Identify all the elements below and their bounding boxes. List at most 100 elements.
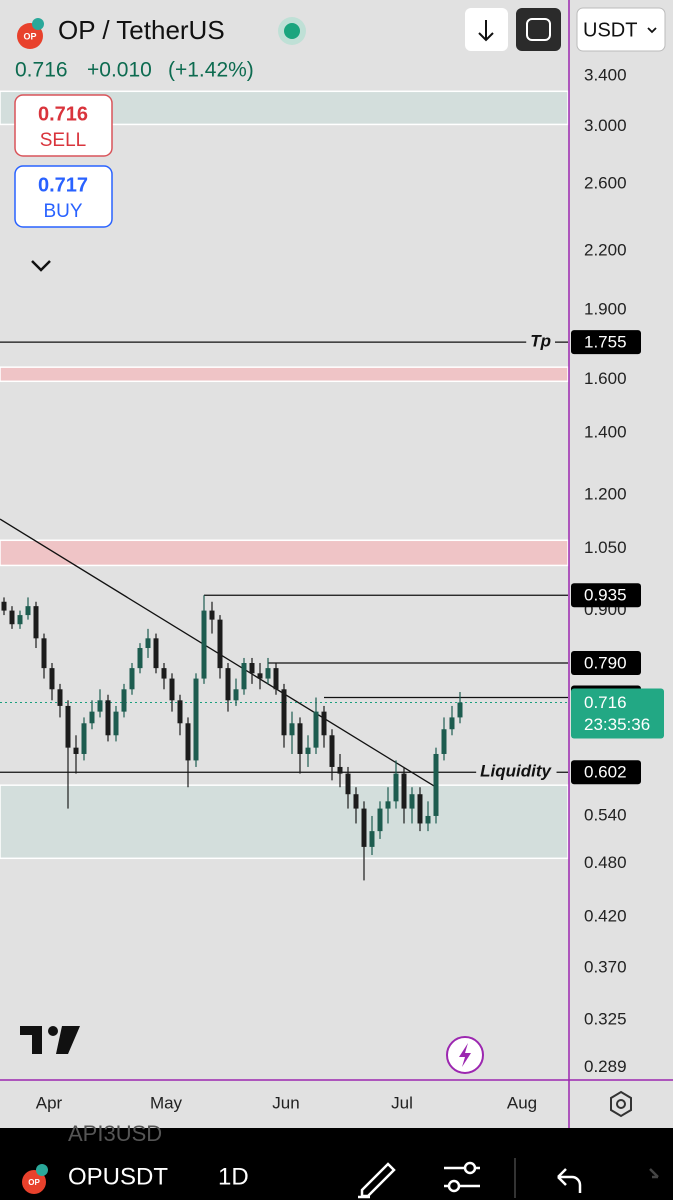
- candle-body: [457, 702, 463, 718]
- candle-body: [81, 723, 87, 754]
- tv-logo: [56, 1026, 80, 1054]
- y-tick-label: 1.600: [584, 369, 627, 388]
- y-tick-label: 0.289: [584, 1057, 627, 1076]
- level-price-label: 0.935: [584, 586, 627, 605]
- logo-text: OP: [28, 1178, 40, 1187]
- fullscreen-button[interactable]: [516, 8, 561, 51]
- countdown: 23:35:36: [584, 715, 650, 734]
- candle-body: [433, 753, 439, 816]
- indicators-tool: [447, 1179, 461, 1193]
- candle-body: [169, 678, 175, 701]
- settings-button[interactable]: [610, 1090, 632, 1118]
- candle-body: [249, 663, 255, 674]
- level-name-bg: [526, 331, 555, 351]
- candle-body: [233, 689, 239, 701]
- download-icon: [478, 20, 494, 42]
- x-tick-label: May: [150, 1093, 183, 1112]
- level-price-box: [571, 330, 641, 355]
- candle-body: [33, 606, 39, 639]
- currency-select[interactable]: [576, 7, 666, 52]
- candle-body: [145, 638, 151, 649]
- currency-label: USDT: [583, 19, 637, 41]
- last-price: 0.716: [15, 59, 68, 82]
- y-tick-label: 1.400: [584, 422, 627, 441]
- toolbar-logo-badge: [36, 1164, 48, 1176]
- level-name-bg: [476, 761, 557, 781]
- candle-body: [257, 673, 263, 679]
- candle-body: [209, 610, 215, 620]
- candle-body: [137, 648, 143, 669]
- candle-body: [401, 773, 407, 809]
- candle-body: [57, 689, 63, 706]
- candle-body: [313, 711, 319, 748]
- x-tick-label: Apr: [36, 1093, 63, 1112]
- last-price-box: [571, 688, 664, 739]
- candle-body: [361, 808, 367, 847]
- toolbar-symbol[interactable]: OPUSDT: [68, 1163, 168, 1190]
- x-tick-label: Jun: [272, 1093, 299, 1112]
- toolbar-interval[interactable]: 1D: [218, 1163, 249, 1190]
- candle-body: [393, 773, 399, 802]
- price-zone: [0, 366, 569, 383]
- candle-body: [89, 711, 95, 724]
- candle-body: [129, 668, 135, 690]
- candle-body: [17, 615, 23, 625]
- candle-body: [369, 831, 375, 847]
- candle-body: [289, 723, 295, 736]
- candle-body: [417, 794, 423, 824]
- candle-body: [241, 663, 247, 690]
- level-name: Liquidity: [480, 762, 552, 781]
- candle-body: [41, 638, 47, 669]
- buy-button[interactable]: [14, 165, 113, 228]
- symbol-logo-badge: [32, 18, 44, 30]
- candle-body: [177, 700, 183, 724]
- undo-button[interactable]: [557, 1168, 582, 1193]
- candle-body: [185, 723, 191, 761]
- price-change: +0.010: [87, 59, 152, 82]
- sell-button[interactable]: [14, 94, 113, 157]
- x-tick-label: Aug: [507, 1093, 537, 1112]
- sell-price: 0.716: [38, 103, 88, 125]
- y-tick-label: 0.480: [584, 853, 627, 872]
- symbol-title[interactable]: OP / TetherUS: [58, 15, 225, 45]
- collapse-icon[interactable]: [31, 260, 51, 272]
- level-price-label: 0.602: [584, 763, 627, 782]
- previous-symbol: API3USD: [68, 1121, 162, 1146]
- buy-price: 0.717: [38, 174, 88, 196]
- candle-body: [281, 689, 287, 736]
- candle-body: [25, 606, 31, 616]
- candle-body: [49, 668, 55, 690]
- candle-body: [337, 766, 343, 774]
- y-tick-label: 0.370: [584, 957, 627, 976]
- candle-body: [225, 668, 231, 701]
- indicators-tool: [463, 1161, 477, 1175]
- price-zone: [0, 784, 569, 860]
- drawing-tool[interactable]: [358, 1162, 396, 1199]
- candle-body: [97, 700, 103, 712]
- candle-body: [305, 747, 311, 754]
- y-tick-label: 3.400: [584, 66, 627, 85]
- level-price-box: [571, 651, 641, 676]
- y-tick-label: 2.600: [584, 174, 627, 193]
- dropdown-icon: [647, 27, 657, 34]
- candle-body: [217, 619, 223, 669]
- candle-body: [353, 794, 359, 809]
- candle-body: [105, 700, 111, 736]
- settings-icon: [616, 1099, 626, 1109]
- candle-body: [9, 610, 15, 625]
- logo-text: OP: [23, 31, 36, 41]
- market-status: [284, 23, 300, 39]
- y-tick-label: 1.900: [584, 300, 627, 319]
- y-tick-label: 1.200: [584, 484, 627, 503]
- candle-body: [409, 794, 415, 809]
- candle-body: [385, 801, 391, 809]
- candle-body: [297, 723, 303, 754]
- candle-body: [425, 815, 431, 824]
- level-price-label: 1.755: [584, 333, 627, 352]
- candle-body: [1, 601, 7, 611]
- level-name: Tp: [530, 332, 551, 351]
- price-zone: [0, 539, 569, 567]
- candle-body: [345, 773, 351, 795]
- redo-button[interactable]: [649, 1168, 659, 1179]
